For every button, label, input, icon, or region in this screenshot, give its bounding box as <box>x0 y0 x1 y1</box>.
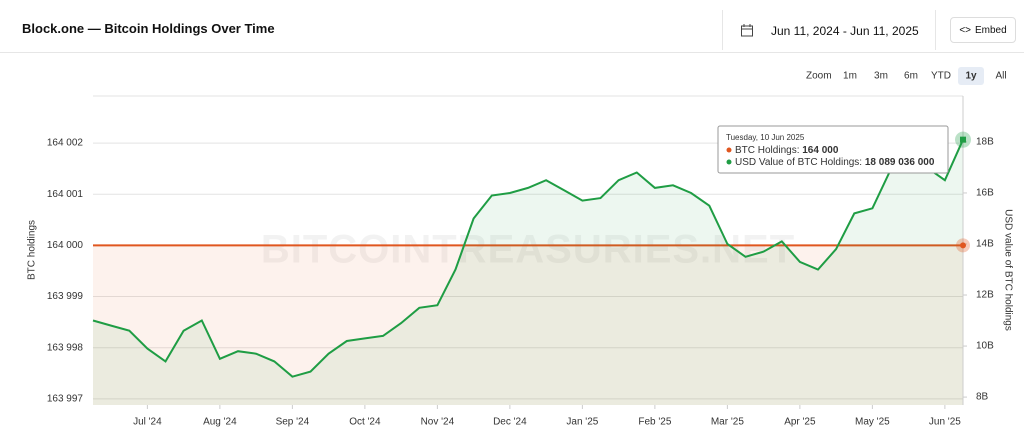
zoom-option[interactable]: 1y <box>965 71 977 82</box>
y-tick-label: 164 002 <box>47 138 84 149</box>
x-tick-label: Mar '25 <box>711 417 744 428</box>
zoom-option[interactable]: 1m <box>843 71 857 82</box>
y-tick-label: 163 998 <box>47 342 84 353</box>
tooltip-item: USD Value of BTC Holdings: 18 089 036 00… <box>735 157 935 168</box>
x-tick-label: Jul '24 <box>133 417 162 428</box>
tooltip-date: Tuesday, 10 Jun 2025 <box>726 133 805 142</box>
x-tick-label: Jan '25 <box>566 417 598 428</box>
tooltip-swatch <box>726 147 732 153</box>
tooltip-label: BTC Holdings: <box>735 145 799 156</box>
y-tick-label: 163 997 <box>47 394 84 405</box>
zoom-option[interactable]: All <box>995 71 1006 82</box>
embed-icon: <> <box>959 24 971 36</box>
y2-tick-label: 16B <box>976 188 994 199</box>
x-tick-label: Oct '24 <box>349 417 381 428</box>
line <box>92 139 964 378</box>
y-tick-label: 164 001 <box>47 189 84 200</box>
tooltip-item: BTC Holdings: 164 000 <box>735 145 839 156</box>
y2-tick-label: 10B <box>976 341 994 352</box>
x-tick-label: Jun '25 <box>929 417 961 428</box>
x-tick-label: May '25 <box>855 417 890 428</box>
x-tick-label: Apr '25 <box>784 417 816 428</box>
embed-button[interactable]: <> Embed <box>950 17 1016 43</box>
x-tick-label: Aug '24 <box>203 417 237 428</box>
y2-tick-label: 14B <box>976 239 994 250</box>
hover-point <box>960 242 966 249</box>
x-tick-label: Dec '24 <box>493 417 527 428</box>
watermark: BITCOINTREASURIES.NET <box>261 228 795 272</box>
zoom-label: Zoom <box>806 71 832 82</box>
embed-label: Embed <box>975 24 1007 36</box>
y-tick-label: 163 999 <box>47 291 84 302</box>
y2-tick-label: 12B <box>976 290 994 301</box>
tooltip-box <box>717 125 949 174</box>
y2-tick-label: 18B <box>976 137 994 148</box>
date-range-picker[interactable]: Jun 11, 2024 - Jun 11, 2025 <box>722 10 936 50</box>
x-tick-label: Nov '24 <box>421 417 455 428</box>
page-title: Block.one — Bitcoin Holdings Over Time <box>22 21 275 36</box>
zoom-selected-bg <box>958 67 984 85</box>
tooltip-value: 164 000 <box>802 145 839 156</box>
zoom-option[interactable]: YTD <box>931 71 951 82</box>
header: Block.one — Bitcoin Holdings Over Time J… <box>0 0 1024 53</box>
calendar-icon <box>741 24 753 37</box>
tooltip-value: 18 089 036 000 <box>865 157 935 168</box>
zoom-option[interactable]: 6m <box>904 71 918 82</box>
area <box>93 139 963 405</box>
zoom-option[interactable]: 3m <box>874 71 888 82</box>
x-tick-label: Feb '25 <box>638 417 671 428</box>
tooltip-swatch <box>726 159 732 165</box>
hover-point <box>960 136 966 143</box>
x-tick-label: Sep '24 <box>276 417 310 428</box>
area <box>93 245 963 405</box>
y2-tick-label: 8B <box>976 392 989 403</box>
y-tick-label: 164 000 <box>47 240 84 251</box>
tooltip-label: USD Value of BTC Holdings: <box>735 157 862 168</box>
y-axis-title: BTC holdings <box>27 220 38 280</box>
y2-axis-title: USD value of BTC holdings <box>1002 209 1013 331</box>
date-range: Jun 11, 2024 - Jun 11, 2025 <box>771 24 919 38</box>
